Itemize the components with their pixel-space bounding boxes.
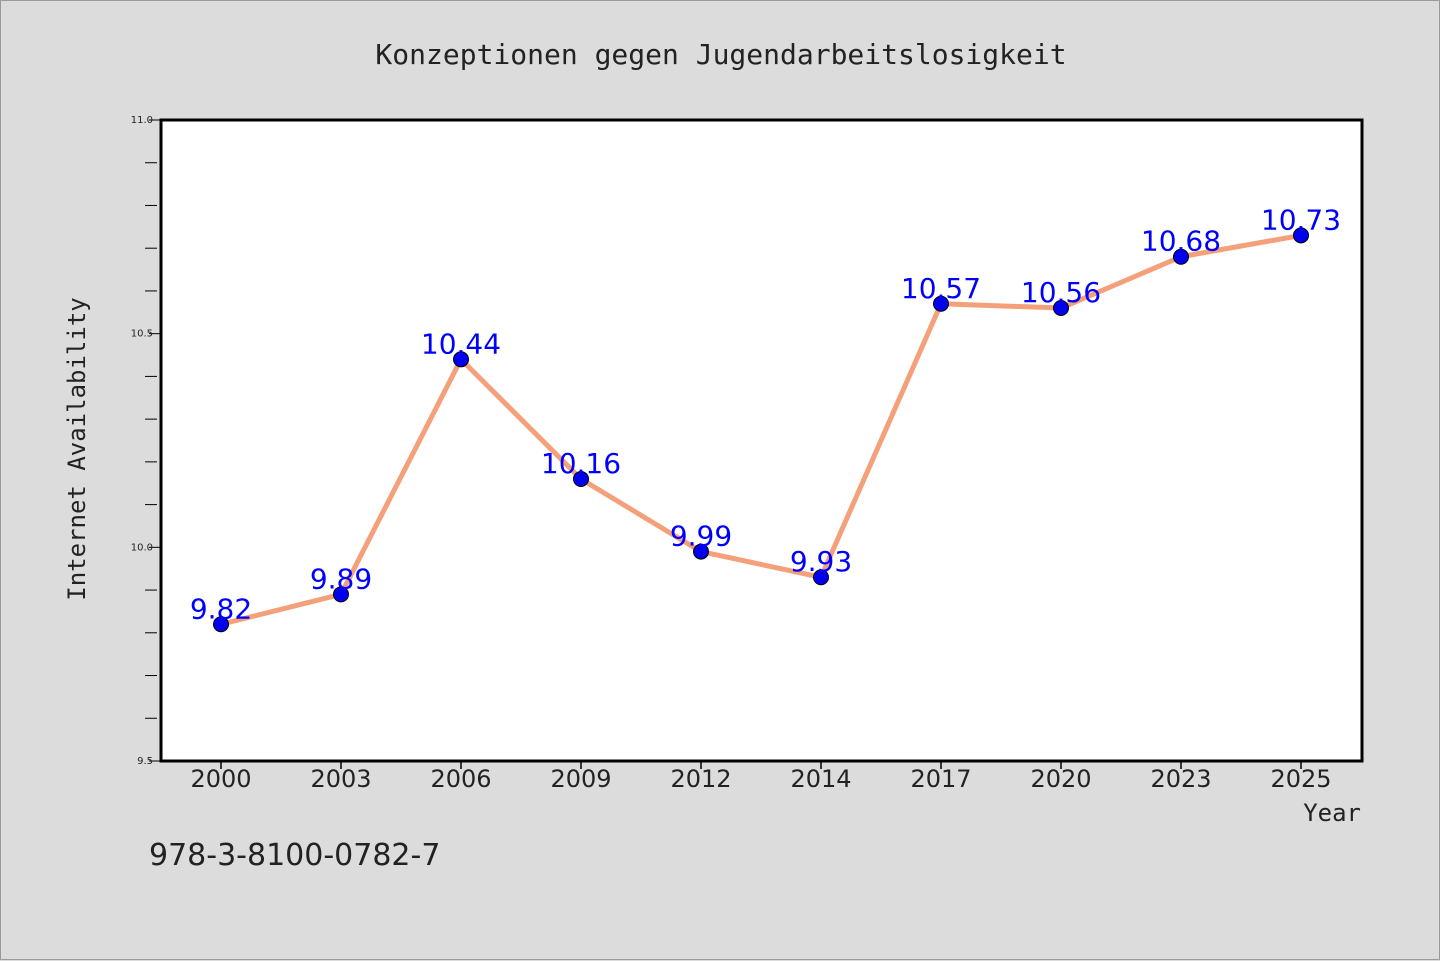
isbn-code: 978-3-8100-0782-7 [149,838,440,873]
y-tick-label: 10.0 [131,542,153,553]
data-point [213,616,229,633]
data-label: 10.56 [1021,276,1101,309]
chart-title: Konzeptionen gegen Jugendarbeitslosigkei… [375,38,1066,71]
plot-area [159,118,1364,763]
x-tick-label: 2000 [190,765,251,793]
data-point [1173,248,1189,265]
data-label: 10.44 [421,327,501,360]
series-line-group [218,232,1304,627]
y-axis: 9.5 10.0 10.5 11.0 [131,115,161,767]
data-point [333,586,349,603]
x-tick-label: 2009 [550,765,611,793]
data-label: 9.99 [670,520,732,553]
data-label: 9.89 [310,562,372,595]
data-label: 10.68 [1141,225,1221,258]
data-label: 9.82 [190,592,252,625]
y-axis-label: Internet Availability [63,297,91,600]
data-point [933,295,949,312]
y-tick-label: 11.0 [131,115,153,126]
data-label: 10.73 [1261,203,1341,236]
data-point [813,569,829,586]
series-line [218,232,1304,627]
x-axis-label: Year [1303,799,1361,827]
series-markers [213,227,1309,633]
x-tick-label: 2012 [670,765,731,793]
data-point [693,543,709,560]
x-tick-label: 2014 [790,765,851,793]
x-tick-label: 2017 [910,765,971,793]
x-tick-label: 2003 [310,765,371,793]
data-point [1053,300,1069,317]
x-tick-label: 2025 [1270,765,1331,793]
x-tick-label: 2006 [430,765,491,793]
x-tick-label: 2023 [1150,765,1211,793]
y-tick-label: 10.5 [131,329,153,340]
data-labels: 9.82 9.89 10.44 10.16 9.99 9.93 10.57 10.56 10.6… [190,203,1341,625]
data-label: 10.57 [901,272,981,305]
data-label: 9.93 [790,545,852,578]
x-tick-label: 2020 [1030,765,1091,793]
data-point [573,470,589,487]
x-axis: 2000 2003 2006 2009 2012 2014 2017 2020 2023 2025 [190,761,1332,793]
data-label: 10.16 [541,447,621,480]
data-point [453,351,469,368]
y-tick-label: 9.5 [137,756,153,767]
data-point [1293,227,1309,244]
